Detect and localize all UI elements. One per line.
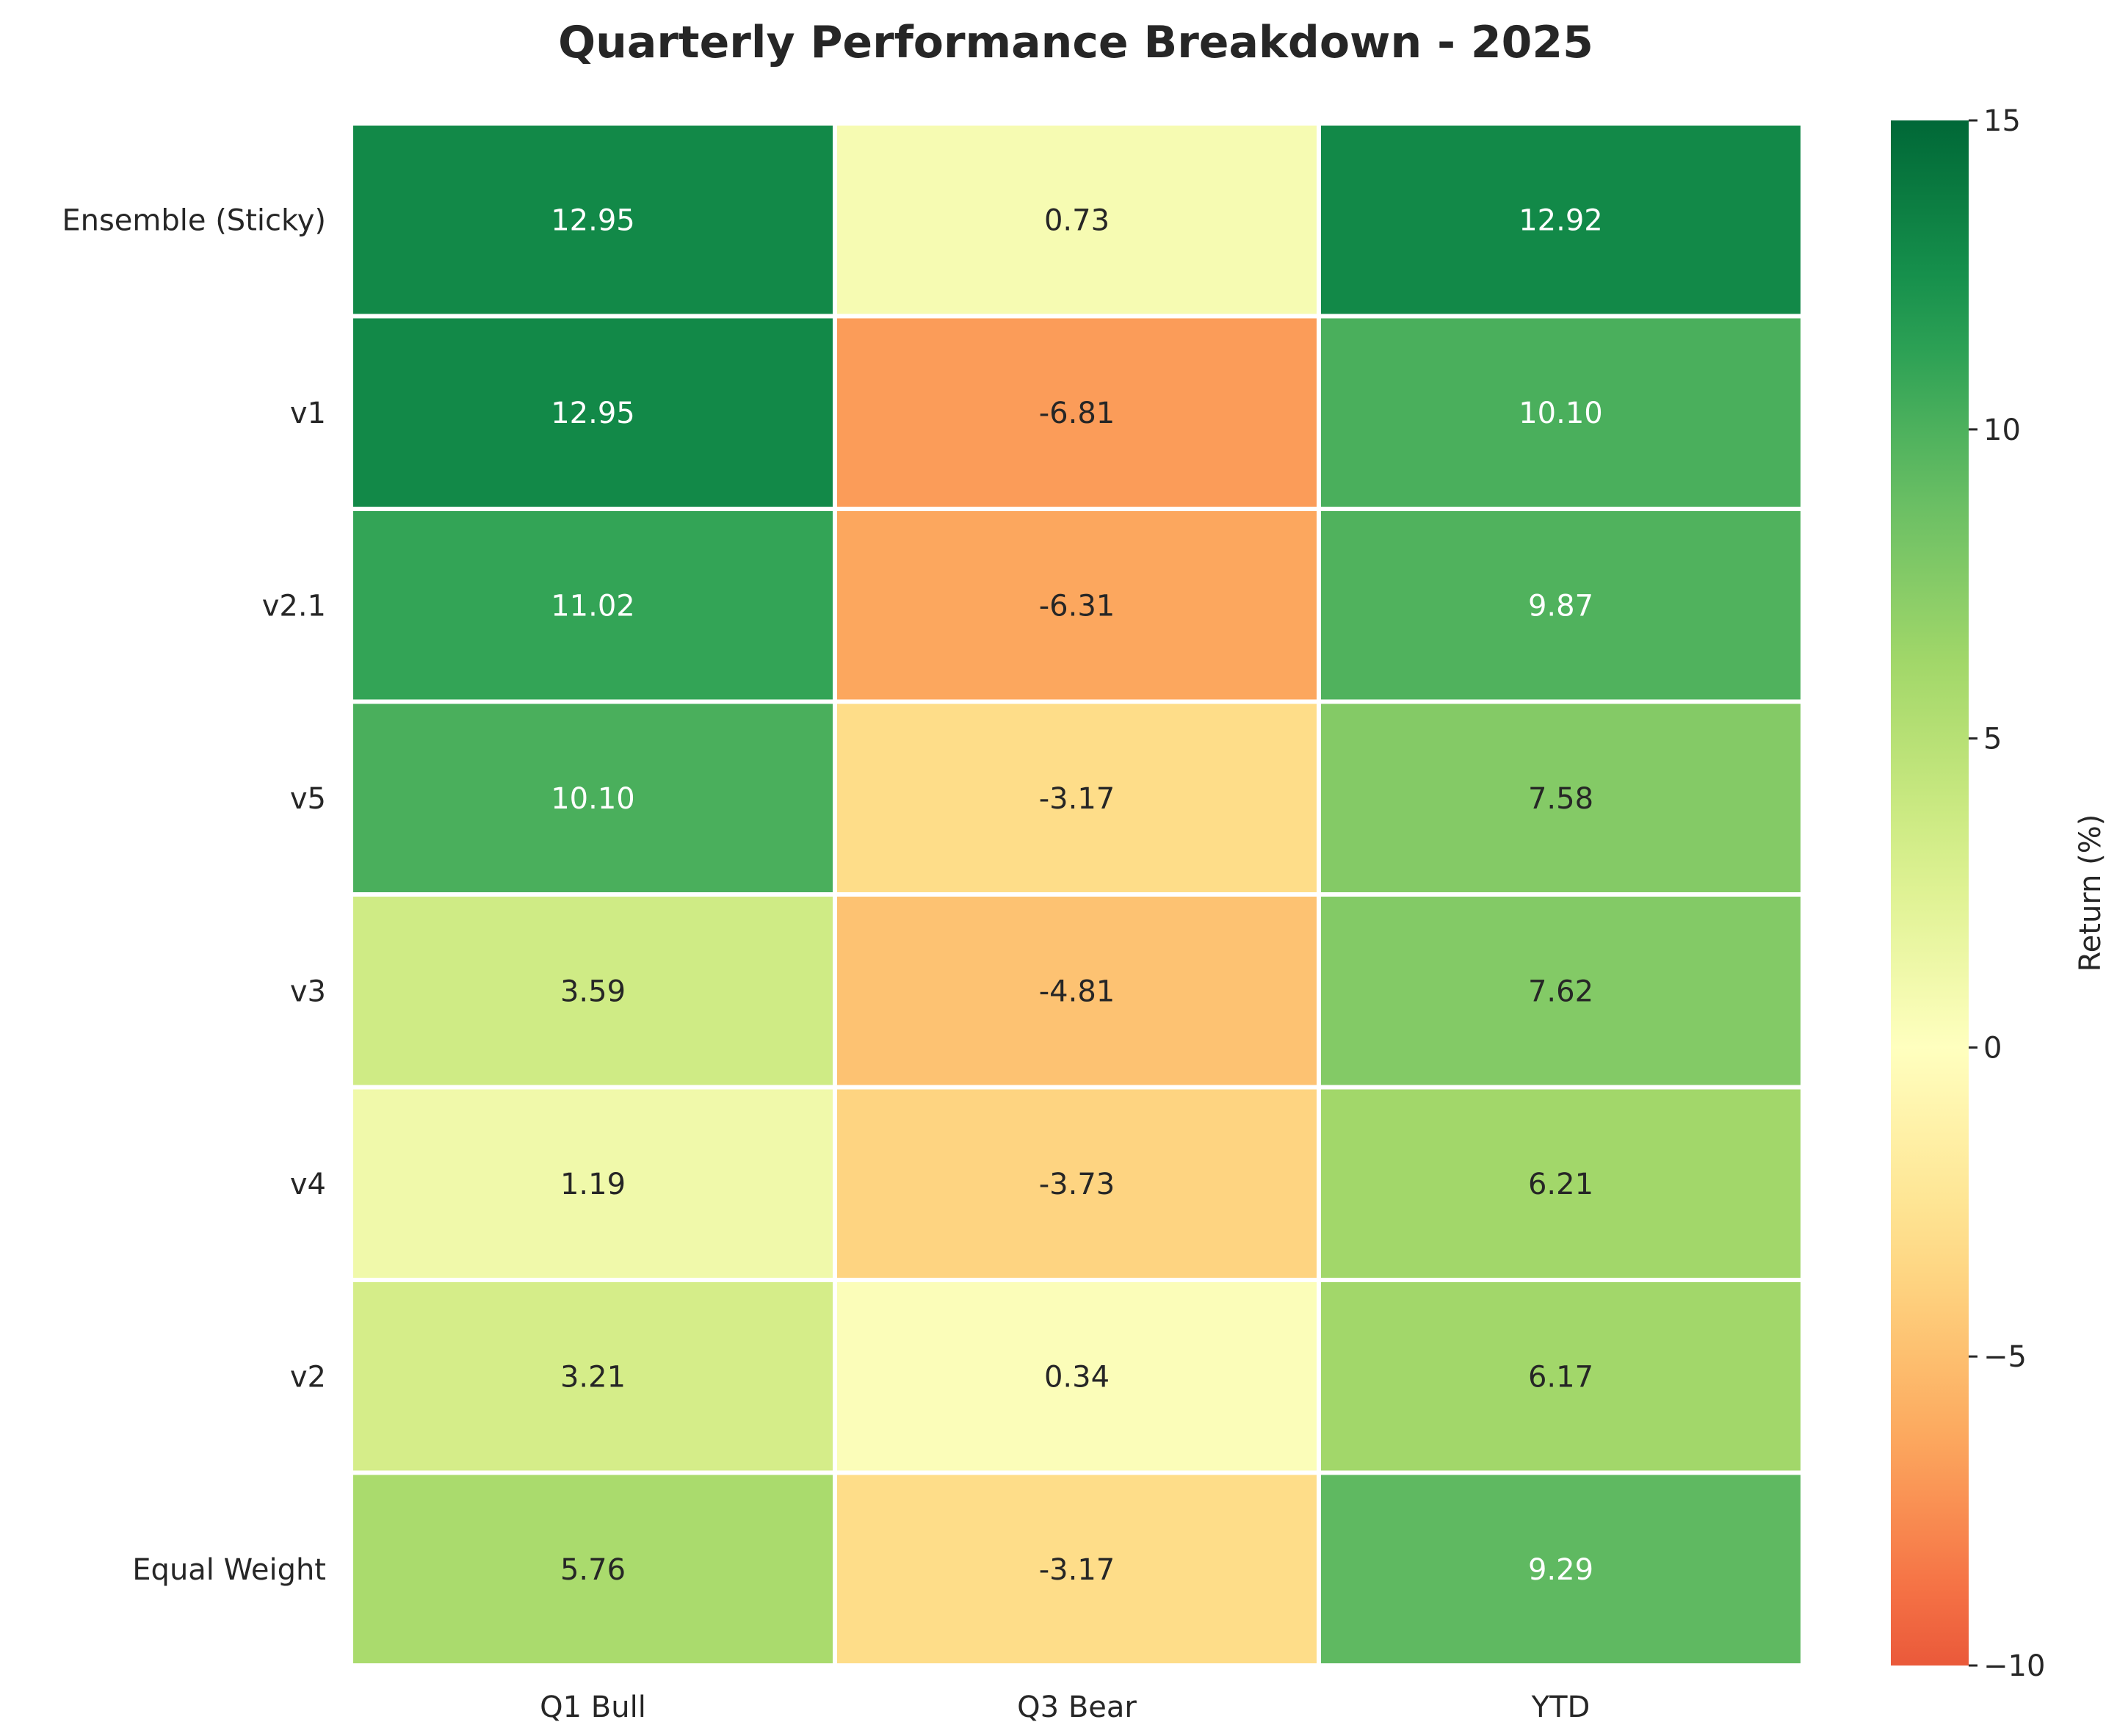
heatmap-cell (1317, 1085, 1805, 1282)
colorbar-gradient (1891, 120, 1969, 1666)
column-label: YTD (1531, 1690, 1591, 1724)
cell-value-label: 3.21 (560, 1360, 626, 1394)
cell-value-label: 12.95 (551, 203, 635, 237)
cell-value-label: 10.10 (1519, 397, 1603, 430)
cell-value-label: 1.19 (560, 1168, 626, 1201)
row-label: v2.1 (262, 589, 326, 623)
colorbar: −10 −5 0 5 10 15 Return (%) (1891, 104, 2107, 1683)
heatmap-cell (833, 892, 1321, 1090)
cell-value-label: -6.31 (1039, 589, 1115, 623)
cell-value-label: 9.87 (1528, 589, 1593, 623)
cell-value-label: 10.10 (551, 782, 635, 816)
heatmap-cell (349, 314, 837, 511)
colorbar-tick-label: −5 (1983, 1340, 2027, 1374)
colorbar-tick-label: 5 (1983, 723, 2002, 756)
heatmap-cell (833, 507, 1321, 704)
row-label: Ensemble (Sticky) (62, 203, 326, 237)
heatmap-cell (833, 1470, 1321, 1668)
row-label: v1 (290, 397, 326, 430)
colorbar-label: Return (%) (2074, 814, 2107, 972)
row-label: v4 (290, 1168, 326, 1201)
cell-value-label: 6.21 (1528, 1168, 1593, 1201)
heatmap-cell (349, 699, 837, 897)
cell-value-label: 12.92 (1519, 203, 1603, 237)
row-label: v3 (290, 974, 326, 1008)
row-label: Equal Weight (132, 1553, 326, 1587)
column-label: Q1 Bull (540, 1690, 646, 1724)
heatmap-cell (349, 1085, 837, 1282)
row-label: v5 (290, 782, 326, 816)
heatmap-cell (1317, 699, 1805, 897)
row-label: v2 (290, 1360, 326, 1394)
heatmap-cell (833, 1085, 1321, 1282)
heatmap-cell (349, 1278, 837, 1475)
cell-value-label: 7.62 (1528, 974, 1593, 1008)
heatmap-cells: 12.95 0.73 12.92 12.95 -6.81 10.10 11.02 -6.31 9… (349, 121, 1805, 1668)
heatmap-cell (833, 121, 1321, 319)
colorbar-tick-label: 10 (1983, 413, 2021, 447)
row-labels: Ensemble (Sticky) v1 v2.1 v5 v3 v4 v2 Equal Wei… (62, 203, 326, 1587)
cell-value-label: 5.76 (560, 1553, 626, 1587)
heatmap-cell (349, 1470, 837, 1668)
cell-value-label: 0.34 (1044, 1360, 1110, 1394)
heatmap-cell (833, 1278, 1321, 1475)
cell-value-label: 3.59 (560, 974, 626, 1008)
heatmap-cell (1317, 314, 1805, 511)
colorbar-tick-label: 0 (1983, 1031, 2002, 1065)
colorbar-tick-label: −10 (1983, 1649, 2045, 1683)
cell-value-label: 11.02 (551, 589, 635, 623)
cell-value-label: 0.73 (1044, 203, 1110, 237)
chart-title: Quarterly Performance Breakdown - 2025 (558, 17, 1593, 68)
cell-value-label: -3.73 (1039, 1168, 1115, 1201)
column-labels: Q1 Bull Q3 Bear YTD (540, 1690, 1590, 1724)
cell-value-label: -6.81 (1039, 397, 1115, 430)
cell-value-label: 9.29 (1528, 1553, 1593, 1587)
heatmap-cell (349, 121, 837, 319)
cell-value-label: 7.58 (1528, 782, 1593, 816)
column-label: Q3 Bear (1017, 1690, 1137, 1724)
heatmap-cell (1317, 1278, 1805, 1475)
cell-value-label: -3.17 (1039, 782, 1115, 816)
cell-value-label: 12.95 (551, 397, 635, 430)
cell-value-label: -4.81 (1039, 974, 1115, 1008)
colorbar-tick-label: 15 (1983, 104, 2021, 138)
heatmap-cell (1317, 1470, 1805, 1668)
cell-value-label: -3.17 (1039, 1553, 1115, 1587)
cell-value-label: 6.17 (1528, 1360, 1593, 1394)
heatmap-cell (1317, 121, 1805, 319)
